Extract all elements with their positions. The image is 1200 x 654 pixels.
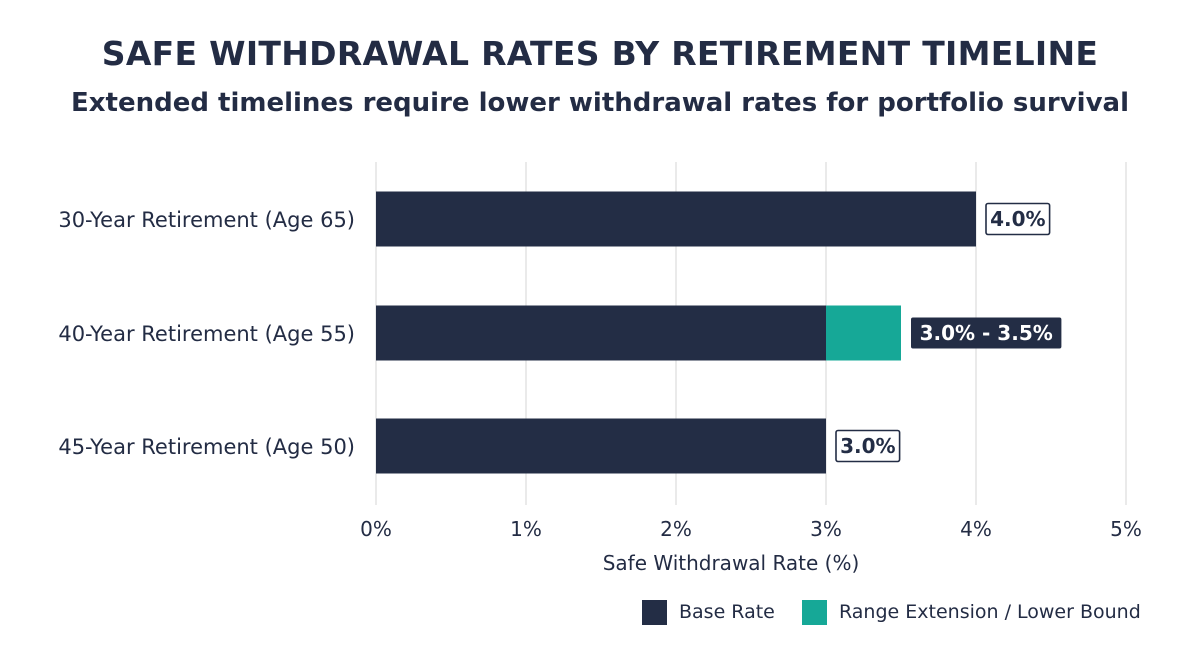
bar-base-rate [376, 418, 826, 474]
legend-label-base-rate: Base Rate [679, 601, 775, 623]
legend-item-range-extension: Range Extension / Lower Bound [802, 599, 1141, 625]
x-tick-label: 4% [960, 517, 992, 541]
x-axis-label: Safe Withdrawal Rate (%) [603, 551, 860, 575]
data-label-box [985, 202, 1051, 236]
chart-title: SAFE WITHDRAWAL RATES BY RETIREMENT TIME… [101, 34, 1099, 73]
legend-swatch-base-rate [642, 599, 667, 625]
bar-base-rate [376, 305, 826, 361]
x-tick-label: 2% [660, 517, 692, 541]
bar-base-rate [376, 191, 976, 247]
data-label: 3.0% [840, 434, 895, 458]
data-label: 3.0% - 3.5% [920, 321, 1053, 345]
x-tick-label: 5% [1110, 517, 1142, 541]
legend-label-range-extension: Range Extension / Lower Bound [839, 601, 1141, 623]
category-label: 30-Year Retirement (Age 65) [58, 208, 355, 232]
category-label: 45-Year Retirement (Age 50) [58, 435, 355, 459]
legend-item-base-rate: Base Rate [642, 599, 775, 625]
data-label-box [835, 429, 901, 463]
chart-subtitle: Extended timelines require lower withdra… [71, 88, 1129, 118]
x-tick-label: 1% [510, 517, 542, 541]
data-label-box [911, 317, 1062, 349]
legend-swatch-range-extension [802, 599, 827, 625]
x-tick-label: 3% [810, 517, 842, 541]
category-label: 40-Year Retirement (Age 55) [58, 322, 355, 346]
x-tick-label: 0% [360, 517, 392, 541]
data-label: 4.0% [990, 207, 1045, 231]
bar-range-extension [826, 305, 901, 361]
